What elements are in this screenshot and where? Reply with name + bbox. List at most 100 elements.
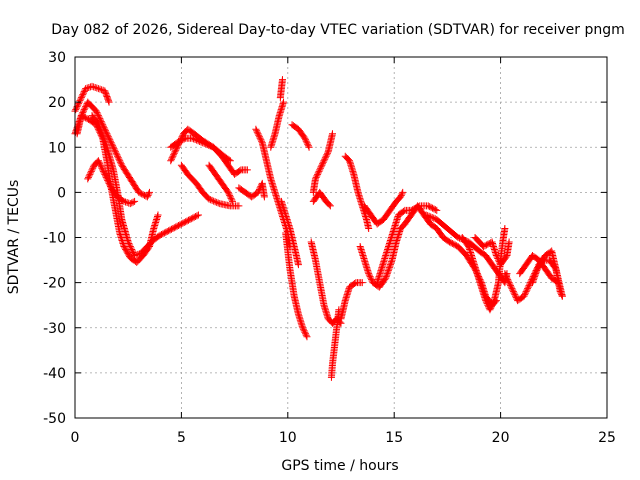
data-point xyxy=(386,262,394,270)
data-point xyxy=(319,160,327,168)
data-point xyxy=(193,136,201,144)
data-point xyxy=(109,143,117,151)
data-point xyxy=(167,225,175,233)
data-point xyxy=(72,106,80,114)
data-point xyxy=(314,169,322,177)
data-point xyxy=(80,107,88,115)
data-point xyxy=(166,226,174,234)
data-point xyxy=(111,146,119,154)
data-point xyxy=(507,283,515,291)
x-tick-label: 15 xyxy=(385,430,403,446)
data-point xyxy=(429,204,437,212)
data-point xyxy=(487,303,495,311)
data-point xyxy=(176,221,184,229)
data-point xyxy=(302,331,310,339)
data-point xyxy=(226,191,234,199)
data-point xyxy=(509,286,517,294)
data-point xyxy=(85,83,93,91)
data-point xyxy=(313,172,321,180)
data-point xyxy=(196,137,204,145)
data-point xyxy=(228,197,236,205)
data-point xyxy=(192,212,200,220)
data-point xyxy=(508,285,516,293)
data-point xyxy=(96,85,104,93)
data-point xyxy=(322,152,330,160)
data-point xyxy=(382,274,390,282)
data-point xyxy=(109,142,117,150)
data-point xyxy=(302,136,310,144)
data-point xyxy=(383,271,391,279)
data-point xyxy=(301,328,309,336)
data-point xyxy=(385,264,393,272)
data-point xyxy=(487,304,495,312)
data-point xyxy=(509,288,517,296)
data-point xyxy=(169,152,177,160)
data-point xyxy=(365,270,373,278)
data-point xyxy=(504,276,512,284)
series-prn-e xyxy=(88,112,202,260)
data-point xyxy=(128,247,136,255)
data-point xyxy=(80,113,88,121)
data-point xyxy=(210,197,218,205)
data-point xyxy=(110,145,118,153)
data-point xyxy=(501,270,509,278)
data-point xyxy=(124,238,132,246)
data-point xyxy=(138,190,146,198)
y-tick-label: -10 xyxy=(43,231,66,247)
data-point xyxy=(132,251,140,259)
data-point xyxy=(173,222,181,230)
y-tick-label: -50 xyxy=(43,411,66,427)
data-point xyxy=(101,139,109,147)
data-point xyxy=(170,224,178,232)
data-point xyxy=(367,274,375,282)
data-point xyxy=(427,213,435,221)
data-point xyxy=(260,193,268,201)
series-prn-v xyxy=(341,152,373,232)
data-point xyxy=(316,164,324,172)
data-point xyxy=(243,166,251,174)
data-point xyxy=(494,255,502,263)
data-point xyxy=(173,139,181,147)
data-point xyxy=(501,224,509,232)
data-point xyxy=(533,265,541,273)
data-point xyxy=(162,228,170,236)
data-point xyxy=(114,154,122,162)
data-point xyxy=(398,190,406,198)
data-point xyxy=(126,243,134,251)
data-point xyxy=(317,163,325,171)
data-point xyxy=(446,238,454,246)
data-point xyxy=(522,288,530,296)
x-tick-label: 20 xyxy=(492,430,510,446)
data-point xyxy=(167,157,175,165)
data-point xyxy=(194,211,202,219)
data-point xyxy=(531,271,539,279)
data-point xyxy=(136,189,144,197)
data-point xyxy=(480,243,488,251)
data-point xyxy=(126,200,134,208)
data-point xyxy=(400,207,408,215)
data-point xyxy=(182,218,190,226)
data-point xyxy=(203,141,211,149)
data-point xyxy=(172,223,180,231)
data-point xyxy=(96,124,104,132)
data-point xyxy=(91,83,99,91)
data-point xyxy=(80,88,88,96)
data-point xyxy=(107,139,115,147)
data-point xyxy=(226,193,234,201)
data-point xyxy=(384,267,392,275)
data-point xyxy=(202,140,210,148)
data-point xyxy=(139,191,147,199)
data-point xyxy=(94,110,102,118)
series-prn-l xyxy=(267,98,288,151)
data-point xyxy=(531,273,539,281)
data-point xyxy=(521,289,529,297)
data-point xyxy=(88,82,96,90)
data-point xyxy=(422,211,430,219)
data-point xyxy=(253,127,261,135)
series-prn-u xyxy=(337,279,366,323)
data-point xyxy=(80,89,88,97)
data-point xyxy=(305,143,313,151)
data-point xyxy=(95,158,103,166)
data-point xyxy=(492,252,500,260)
